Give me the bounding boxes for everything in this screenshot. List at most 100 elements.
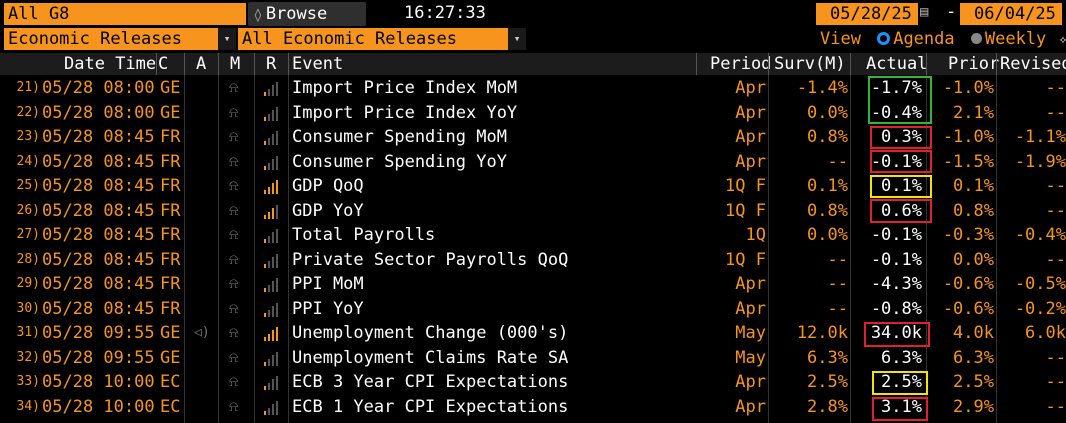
subcategory-dropdown[interactable]: All Economic Releases ▾ [238,28,526,50]
table-row[interactable]: 23) 05/28 08:45 FR Consumer Spending MoM Apr… [0,125,1066,149]
table-row[interactable]: 24) 05/28 08:45 FR Consumer Spending YoY Apr… [0,150,1066,174]
subcategory-label: All Economic Releases [242,29,457,49]
release-datetime: 05/28 09:55 [42,323,155,343]
table-row[interactable]: 32) 05/28 09:55 GE Unemployment Claims Rate… [0,346,1066,370]
table-row[interactable]: 33) 05/28 10:00 EC ECB 3 Year CPI Expectati… [0,370,1066,394]
speaker-icon[interactable]: ◁) [194,325,210,340]
chevron-down-icon[interactable]: ▾ [508,28,526,50]
release-datetime: 05/28 09:55 [42,348,155,368]
settings-icon[interactable]: ✧ [1058,30,1066,48]
agenda-label[interactable]: Agenda [893,29,955,49]
weekly-label[interactable]: Weekly [984,29,1047,49]
bell-icon[interactable]: ⍾ [229,178,239,194]
header-period[interactable]: Period [710,54,772,74]
bell-icon[interactable]: ⍾ [229,276,239,292]
current-time: 16:27:33 [404,3,486,23]
relevance-bars-icon [264,130,280,145]
release-datetime: 05/28 08:45 [42,225,155,245]
survey-value: 0.8% [807,201,848,221]
bell-icon[interactable]: ⍾ [229,252,239,268]
header-survey[interactable]: Surv(M) [774,54,846,74]
header-r[interactable]: R [266,54,277,74]
table-row[interactable]: 31) 05/28 09:55 GE Unemployment Change (000… [0,321,1066,345]
row-number: 21) [16,80,40,95]
actual-value: 0.1% [881,176,922,196]
bell-icon[interactable]: ⍾ [229,325,239,341]
highlight-box-red [870,199,932,223]
revised-value: -- [1045,176,1066,196]
header-actual[interactable]: Actual [866,54,928,74]
table-row[interactable]: 29) 05/28 08:45 FR PPI MoM Apr -- -4.3% -0.6% -0… [0,272,1066,296]
period-value: Apr [735,397,766,417]
bell-icon[interactable]: ⍾ [229,105,239,121]
header-event[interactable]: Event [292,54,344,74]
row-number: 33) [16,374,40,389]
prior-value: -0.6% [942,274,994,294]
table-row[interactable]: 21) 05/28 08:00 GE Import Price Index MoM Ap… [0,76,1066,100]
event-name: GDP QoQ [292,176,364,196]
bell-icon[interactable]: ⍾ [229,203,239,219]
start-date-field[interactable]: 05/28/25 [816,3,918,25]
browse-button[interactable]: ◊ Browse [248,2,366,26]
revised-value: -1.9% [1014,152,1066,172]
view-toggle: View Agenda Weekly ✧ [820,29,1066,49]
revised-value: -- [1045,250,1066,270]
release-datetime: 05/28 08:45 [42,274,155,294]
table-row[interactable]: 30) 05/28 08:45 FR PPI YoY Apr -- -0.8% -0.6% -0… [0,297,1066,321]
period-value: Apr [735,299,766,319]
bell-icon[interactable]: ⍾ [229,129,239,145]
bell-icon[interactable]: ⍾ [229,399,239,415]
weekly-radio-icon[interactable] [970,32,982,44]
actual-value: -0.4% [870,103,922,123]
bell-icon[interactable]: ⍾ [229,154,239,170]
bell-icon[interactable]: ⍾ [229,227,239,243]
relevance-bars-icon [264,228,280,243]
release-datetime: 05/28 08:45 [42,176,155,196]
row-number: 22) [16,105,40,120]
highlight-box-red [870,150,932,173]
revised-value: -- [1045,201,1066,221]
header-m[interactable]: M [230,54,241,74]
actual-value: -0.8% [870,299,922,319]
country-code: FR [160,127,181,147]
category-dropdown[interactable]: Economic Releases ▾ [4,28,236,50]
table-row[interactable]: 26) 05/28 08:45 FR GDP YoY 1Q F 0.8% 0.6% 0.8% -… [0,199,1066,223]
period-value: Apr [735,152,766,172]
event-name: Import Price Index YoY [292,103,518,123]
header-a[interactable]: A [196,54,207,74]
table-row[interactable]: 27) 05/28 08:45 FR Total Payrolls 1Q 0.0% -0.1… [0,223,1066,247]
header-revised[interactable]: Revised [1000,54,1066,74]
survey-value: -- [827,299,848,319]
release-datetime: 05/28 08:45 [42,201,155,221]
chevron-down-icon[interactable]: ▾ [218,28,236,50]
row-number: 28) [16,252,40,267]
bell-icon[interactable]: ⍾ [229,301,239,317]
revised-value: -- [1045,372,1066,392]
survey-value: 0.0% [807,225,848,245]
relevance-bars-icon [264,351,280,366]
event-name: ECB 3 Year CPI Expectations [292,372,569,392]
calendar-icon[interactable]: ▤ [920,4,929,20]
relevance-bars-icon [264,326,280,341]
ticker-field[interactable]: All G8 [4,3,246,25]
country-code: FR [160,225,181,245]
relevance-bars-icon [264,106,280,121]
table-header: Date Time C A M R Event Period Surv(M) A… [0,53,1066,75]
table-row[interactable]: 25) 05/28 08:45 FR GDP QoQ 1Q F 0.1% 0.1% 0.1% -… [0,174,1066,198]
highlight-box-yellow [870,175,932,198]
country-code: GE [160,323,181,343]
agenda-radio-icon[interactable] [877,31,891,45]
end-date-field[interactable]: 06/04/25 [960,3,1062,25]
bell-icon[interactable]: ⍾ [229,374,239,390]
header-country[interactable]: C [158,54,169,74]
release-datetime: 05/28 10:00 [42,372,155,392]
bell-icon[interactable]: ⍾ [229,80,239,96]
relevance-bars-icon [264,253,280,268]
table-row[interactable]: 28) 05/28 08:45 FR Private Sector Payrolls … [0,248,1066,272]
header-datetime[interactable]: Date Time [64,54,157,74]
table-row[interactable]: 22) 05/28 08:00 GE Import Price Index YoY Ap… [0,101,1066,125]
row-number: 25) [16,178,40,193]
header-prior[interactable]: Prior [948,54,1000,74]
table-row[interactable]: 34) 05/28 10:00 EC ECB 1 Year CPI Expectati… [0,395,1066,419]
bell-icon[interactable]: ⍾ [229,350,239,366]
